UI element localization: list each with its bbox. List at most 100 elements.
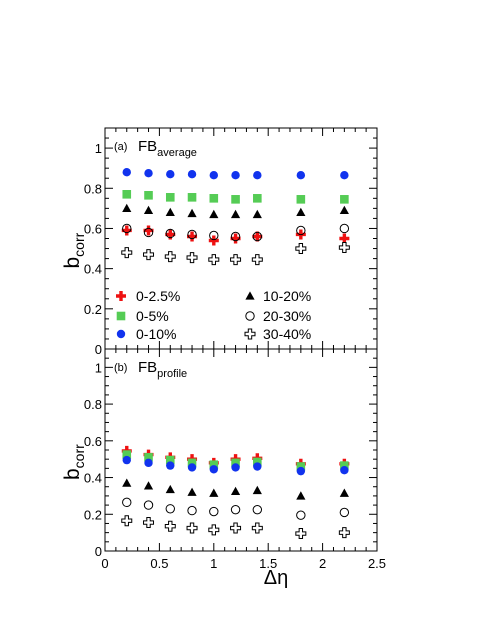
panel-title: FBprofile (138, 359, 187, 380)
y-tick-label: 0.2 (84, 507, 102, 522)
legend-item: 0-10% (116, 326, 176, 342)
data-point (165, 193, 175, 202)
y-tick-label: 0 (95, 544, 102, 559)
data-point (187, 208, 197, 218)
data-point (187, 458, 197, 468)
data-point (187, 229, 197, 240)
panel-b-profile: 0 0.2 0.4 0.6 0.8 1 0 0.5 1 1.5 2 2.5 Δη bcorr (b) FBpr… (61, 348, 386, 589)
y-tick-label: 0 (95, 342, 102, 357)
data-point (296, 225, 306, 236)
data-point (340, 171, 349, 180)
legend-item: 0-5% (116, 308, 169, 324)
data-point (230, 231, 241, 242)
data-point (231, 458, 240, 468)
data-point (339, 507, 350, 518)
data-point (340, 195, 349, 204)
data-point (245, 291, 255, 300)
data-point (252, 485, 262, 495)
data-point (165, 229, 176, 240)
data-point (122, 203, 132, 213)
data-point (295, 528, 307, 540)
data-point (252, 504, 263, 515)
data-point (187, 231, 198, 242)
legend-label: 10-20% (263, 288, 311, 304)
data-point (121, 515, 133, 527)
data-point (296, 462, 306, 471)
data-point (122, 168, 131, 177)
legend-label: 20-30% (263, 308, 311, 324)
data-point (116, 329, 126, 339)
data-point (209, 194, 219, 203)
data-point (121, 247, 133, 259)
data-point (253, 457, 262, 467)
y-tick-label: 0.6 (84, 434, 102, 449)
data-point (245, 311, 255, 321)
data-point (165, 504, 175, 514)
data-point (121, 225, 132, 236)
data-point (208, 524, 220, 536)
data-point (187, 463, 197, 472)
data-point (339, 488, 349, 497)
y-tick-label: 1 (95, 141, 102, 156)
x-tick-label: 0.5 (150, 556, 168, 571)
y-tick-label: 0.8 (84, 397, 102, 412)
legend-item: 10-20% (245, 288, 311, 304)
x-tick-label: 1.5 (259, 556, 277, 571)
data-point (186, 252, 198, 264)
panel-a-average: 0 0.2 0.4 0.6 0.8 1 bcorr (a) FBaverage 0-2.5% 0-5… (61, 127, 378, 357)
data-point (230, 233, 241, 244)
x-tick-label: 2.5 (368, 556, 386, 571)
y-tick-label: 1 (95, 360, 102, 375)
y-axis-label: bcorr (61, 444, 87, 480)
data-point (164, 251, 176, 263)
data-point (209, 488, 219, 497)
data-point (340, 461, 349, 470)
data-point (143, 517, 155, 529)
data-point (144, 191, 153, 200)
data-point (116, 291, 126, 301)
data-point (116, 311, 126, 321)
data-point (143, 249, 155, 261)
data-point (143, 225, 154, 236)
legend-label: 0-10% (136, 326, 176, 342)
data-point (230, 486, 241, 495)
legend-item: 30-40% (244, 326, 311, 342)
panel-label: (a) (114, 141, 127, 153)
data-point (252, 209, 262, 219)
data-point (296, 171, 306, 180)
data-point (296, 195, 306, 204)
data-point (187, 170, 197, 179)
data-point (143, 205, 154, 215)
data-point (144, 458, 153, 468)
data-point (122, 455, 131, 465)
data-point (122, 497, 132, 508)
data-point (165, 228, 175, 239)
data-point (209, 230, 219, 241)
legend-label: 0-5% (136, 308, 169, 324)
data-point (208, 254, 220, 266)
data-point (187, 487, 197, 496)
x-tick-label: 0 (101, 556, 108, 571)
panel-title: FBaverage (138, 138, 197, 159)
data-point (209, 460, 219, 469)
panel-label: (b) (114, 362, 127, 374)
data-point (230, 522, 242, 534)
data-point (231, 171, 240, 180)
data-point (209, 506, 219, 517)
data-point (230, 254, 242, 266)
data-point (122, 190, 132, 199)
data-point (251, 254, 263, 266)
data-point (295, 243, 307, 255)
data-point (122, 223, 132, 234)
data-point (339, 205, 349, 215)
data-point (186, 522, 198, 534)
data-point (209, 171, 218, 180)
data-point (339, 233, 350, 244)
data-point (165, 455, 175, 465)
data-point (187, 193, 197, 202)
data-point (209, 465, 218, 474)
data-point (251, 522, 263, 534)
legend: 0-2.5% 0-5% 0-10% 10-20% 20-30% 30-40% (116, 288, 311, 342)
data-point (165, 207, 175, 217)
